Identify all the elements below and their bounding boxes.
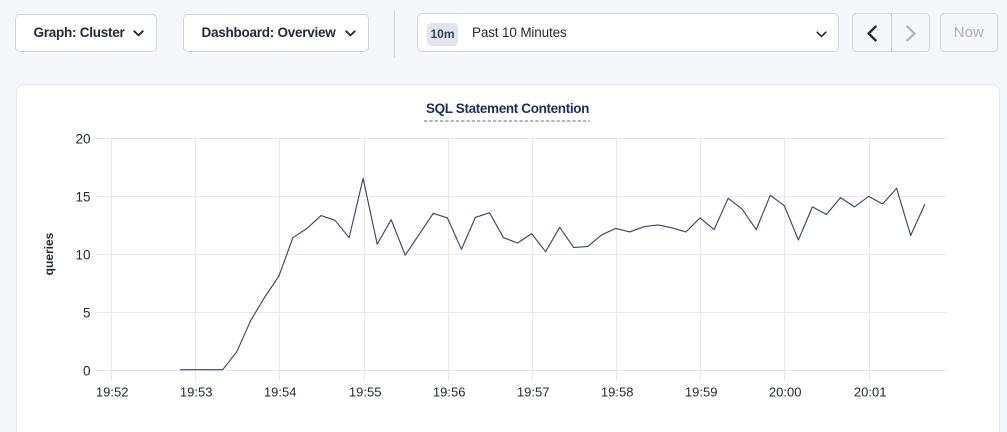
svg-text:19:56: 19:56 — [433, 385, 466, 400]
svg-text:19:58: 19:58 — [601, 385, 634, 400]
svg-text:queries: queries — [42, 232, 56, 275]
svg-text:20:00: 20:00 — [769, 385, 802, 400]
svg-text:19:54: 19:54 — [264, 385, 297, 400]
svg-text:19:53: 19:53 — [180, 385, 213, 400]
svg-text:5: 5 — [83, 305, 91, 320]
svg-text:0: 0 — [83, 363, 91, 378]
svg-text:19:59: 19:59 — [685, 385, 718, 400]
svg-text:19:57: 19:57 — [517, 385, 550, 400]
svg-text:20:01: 20:01 — [854, 385, 887, 400]
svg-text:10: 10 — [75, 247, 90, 262]
svg-text:20: 20 — [75, 131, 90, 146]
svg-text:19:55: 19:55 — [349, 385, 382, 400]
svg-text:15: 15 — [75, 189, 90, 204]
svg-text:19:52: 19:52 — [96, 385, 129, 400]
